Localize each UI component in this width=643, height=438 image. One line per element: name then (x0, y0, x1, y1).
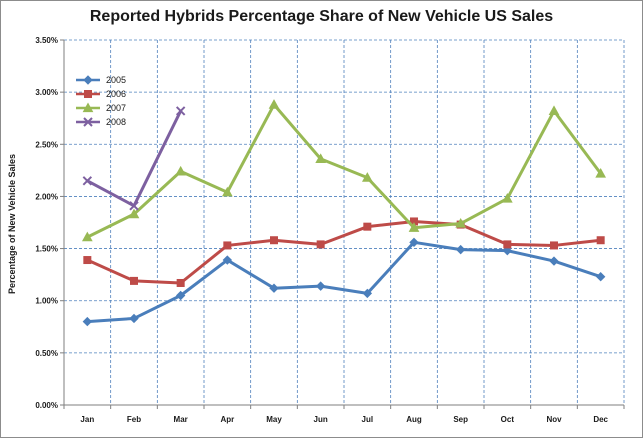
series-line-2008 (85, 109, 183, 208)
legend-label: 2007 (106, 103, 126, 113)
axes (60, 39, 625, 409)
data-point-2005-Jun (315, 281, 326, 291)
x-tick-label: Feb (127, 415, 141, 424)
data-point-2008-Jan (82, 176, 93, 186)
chart-title: Reported Hybrids Percentage Share of New… (89, 8, 554, 25)
x-tick-label: Oct (501, 415, 515, 424)
x-tick-label: May (266, 415, 282, 424)
data-point-2005-Jul (362, 288, 373, 299)
series-group (81, 99, 607, 327)
data-point-2006-May (270, 236, 278, 245)
data-point-2006-Jul (363, 222, 372, 231)
y-tick-label: 2.00% (35, 192, 58, 201)
data-point-2006-Oct (503, 240, 512, 249)
data-point-2006-Jun (316, 240, 325, 249)
legend-item-2005: 2005 (76, 75, 126, 85)
series-2006 (83, 217, 605, 287)
y-tick-label: 0.00% (35, 401, 58, 410)
data-point-2005-Feb (129, 313, 139, 324)
series-line-2006 (85, 219, 603, 285)
data-point-2005-Dec (595, 272, 606, 282)
data-point-2007-Mar (175, 165, 187, 176)
data-point-2008-Mar (175, 106, 186, 116)
x-tick-label: Mar (174, 415, 188, 424)
data-point-2007-Jul (361, 172, 373, 182)
x-tick-label: Apr (220, 415, 234, 424)
legend-label: 2008 (106, 117, 126, 127)
data-point-2007-Jun (315, 153, 327, 163)
legend-label: 2005 (106, 75, 126, 85)
data-point-2007-Aug (408, 222, 420, 232)
data-point-2007-Nov (548, 105, 560, 116)
y-tick-label: 1.50% (35, 245, 58, 254)
x-tick-labels: Jan Feb Mar Apr May Jun Jul Aug Sep Oct Nov Dec (80, 415, 608, 424)
data-point-2007-May (268, 99, 280, 109)
data-point-2007-Feb (128, 208, 140, 219)
marker-stroke (129, 201, 139, 211)
data-point-2006-Jan (83, 256, 92, 265)
data-point-2005-Mar (175, 290, 186, 301)
marker-stroke (83, 117, 93, 127)
data-point-2006-Feb (130, 276, 138, 285)
grid-lines (64, 39, 625, 405)
legend-marker (83, 117, 93, 127)
data-point-2005-Jan (82, 316, 93, 327)
data-point-2006-Mar (176, 278, 185, 287)
data-point-2007-Apr (221, 186, 233, 197)
legend-item-2006: 2006 (76, 89, 126, 99)
y-tick-label: 3.50% (35, 36, 58, 45)
x-tick-label: Sep (453, 415, 468, 424)
legend-marker (84, 90, 92, 98)
data-point-2005-Sep (455, 244, 466, 255)
x-tick-label: Jan (80, 415, 94, 424)
data-point-2007-Oct (501, 192, 513, 203)
x-tick-label: Jun (314, 415, 328, 424)
data-point-2006-Apr (223, 241, 232, 250)
series-2007 (81, 99, 607, 242)
data-point-2006-Dec (596, 236, 605, 245)
legend-item-2007: 2007 (76, 102, 126, 113)
data-point-2007-Sep (455, 218, 467, 228)
series-line-2005 (85, 240, 603, 324)
x-tick-label: Aug (406, 415, 422, 424)
data-point-2005-Aug (409, 237, 419, 248)
legend: 2005 2006 2007 2008 (76, 75, 126, 127)
y-tick-label: 0.50% (35, 349, 58, 358)
data-point-2007-Jan (81, 231, 93, 242)
legend-label: 2006 (106, 89, 126, 99)
series-2008 (82, 106, 186, 211)
data-point-2005-Oct (502, 245, 513, 256)
y-tick-label: 3.00% (35, 88, 58, 97)
data-point-2007-Dec (595, 167, 607, 178)
legend-item-2008: 2008 (76, 117, 126, 127)
x-tick-label: Nov (546, 415, 562, 424)
x-tick-label: Dec (593, 415, 608, 424)
marker-stroke (82, 176, 93, 186)
y-tick-label: 1.00% (35, 297, 58, 306)
y-tick-label: 2.50% (35, 140, 58, 149)
legend-marker (83, 75, 93, 85)
data-point-2005-Apr (222, 255, 233, 265)
data-point-2006-Nov (550, 241, 558, 250)
marker-stroke (175, 106, 186, 116)
data-point-2005-May (269, 283, 279, 293)
series-line-2007 (85, 103, 603, 239)
data-point-2005-Nov (549, 256, 559, 266)
x-tick-label: Jul (362, 415, 374, 424)
data-point-2008-Feb (129, 201, 139, 211)
series-2005 (82, 237, 606, 327)
y-tick-labels: 0.00% 0.50% 1.00% 1.50% 2.00% 2.50% 3.00% 3.50% (35, 36, 58, 410)
legend-marker (82, 102, 94, 113)
